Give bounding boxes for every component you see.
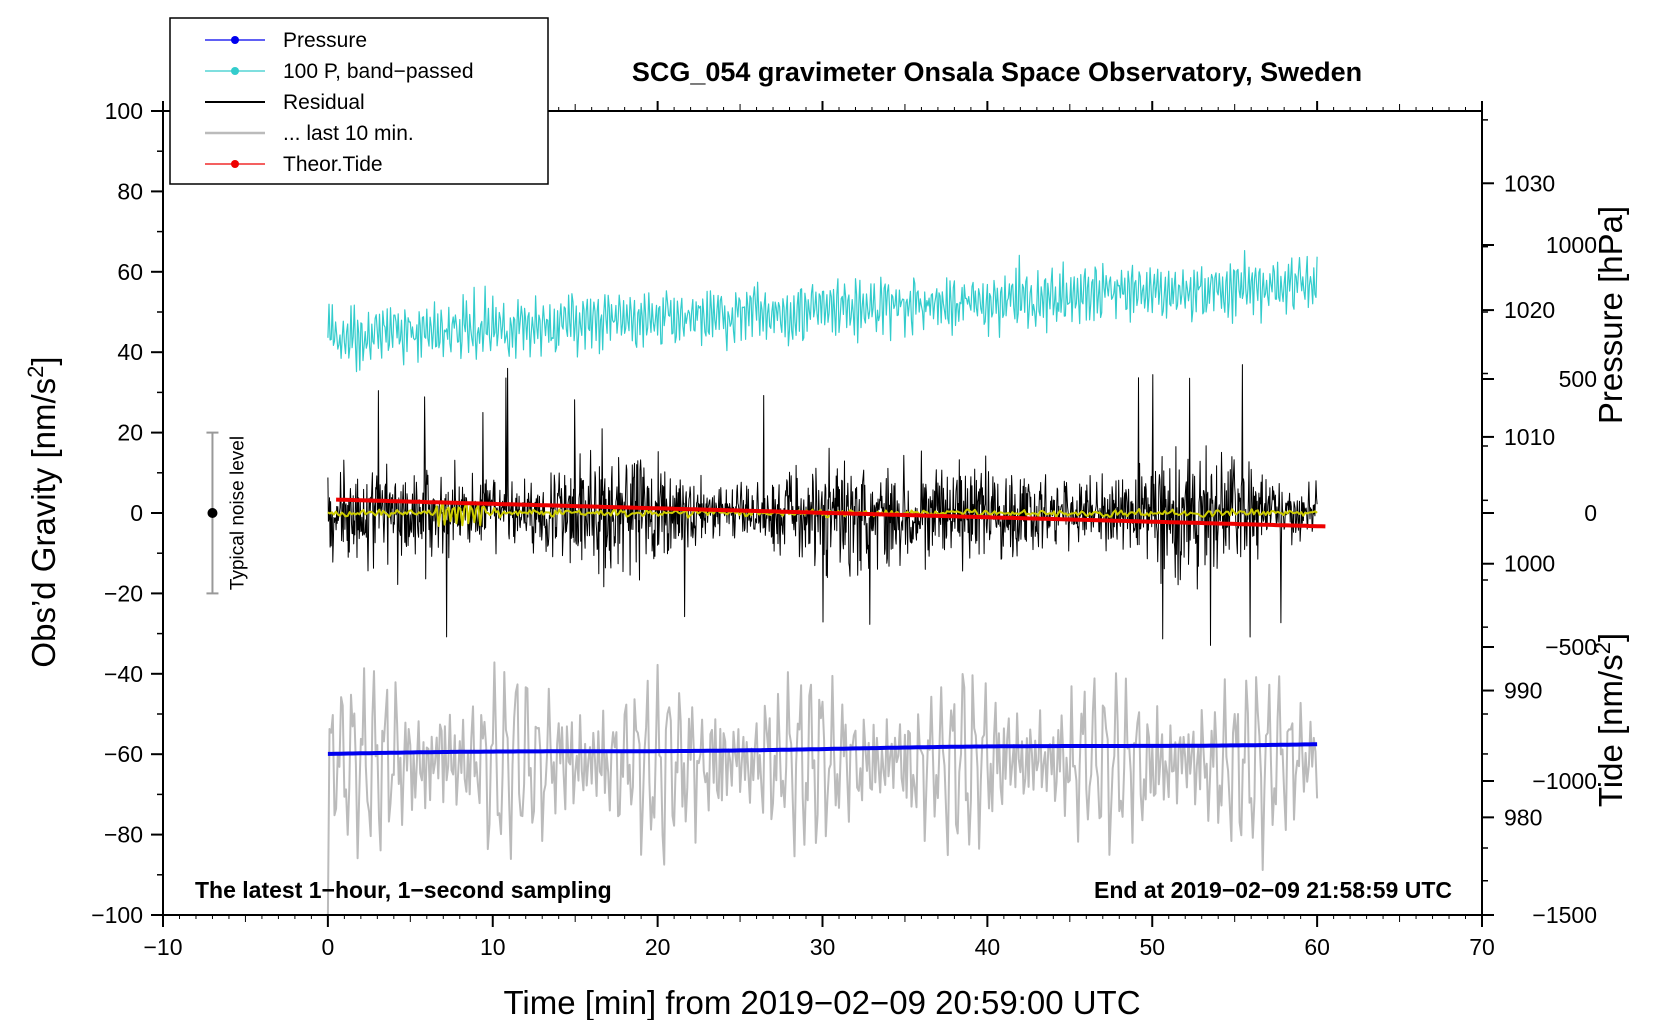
legend-label: 100 P, band−passed (283, 60, 474, 83)
legend-item: 100 P, band−passed (205, 60, 474, 83)
pressure-tick-label: 990 (1504, 678, 1542, 704)
pressure-tick-label: 1020 (1504, 297, 1555, 323)
x-tick-label: 20 (645, 934, 671, 960)
legend-items: Pressure 100 P, band−passed Residual ... la… (205, 29, 474, 176)
annotation-end-time: End at 2019−02−09 21:58:59 UTC (1094, 877, 1452, 903)
tide-tick-label: −1000 (1532, 768, 1597, 794)
pressure-tick-label: 980 (1504, 804, 1542, 830)
y-axis-label-left: Obs’d Gravity [nm/s2] (23, 356, 62, 667)
tide-axis-label: Tide [nm/s2] (1590, 633, 1629, 807)
legend-label: Theor.Tide (283, 153, 383, 176)
x-tick-label: 0 (321, 934, 334, 960)
y-tick-label: −100 (91, 902, 143, 928)
y-tick-label: 20 (117, 420, 143, 446)
x-tick-label: 60 (1304, 934, 1330, 960)
legend-item: ... last 10 min. (205, 122, 414, 145)
legend-swatch-marker (231, 36, 239, 44)
pressure-axis-label: Pressure [hPa] (1592, 206, 1629, 424)
legend-label: Pressure (283, 29, 367, 52)
series-theoretical-tide (336, 497, 1326, 529)
tide-axis-label-close: ] (1592, 633, 1629, 642)
y-tick-label: 60 (117, 259, 143, 285)
legend-swatch-marker (231, 160, 239, 168)
chart-title: SCG_054 gravimeter Onsala Space Observat… (632, 57, 1362, 87)
legend-item: Theor.Tide (205, 153, 383, 176)
series-layer (326, 250, 1326, 916)
pressure-tick-label: 1000 (1504, 551, 1555, 577)
pressure-tick-label: 1010 (1504, 424, 1555, 450)
y-tick-label: −60 (104, 741, 143, 767)
legend-item: Residual (205, 91, 365, 114)
tide-tick-label: 1000 (1546, 232, 1597, 258)
y-tick-label: −80 (104, 822, 143, 848)
y-tick-label: 100 (105, 98, 143, 124)
legend: Pressure 100 P, band−passed Residual ... la… (169, 17, 549, 185)
x-tick-label: 10 (480, 934, 506, 960)
series-pressure (327, 742, 1318, 756)
tide-tick-label: 500 (1559, 366, 1597, 392)
y-axis-label-left-main: Obs’d Gravity [nm/s (25, 378, 62, 668)
noise-dot (207, 508, 218, 518)
y-tick-label: 80 (117, 178, 143, 204)
tide-tick-label: −500 (1545, 634, 1597, 660)
ticks-layer: −10 0 10 20 30 40 50 60 70−100−80−60−40−20020406… (91, 98, 1597, 960)
tide-tick-label: −1500 (1532, 902, 1597, 928)
series-band-passed-pressure (327, 250, 1318, 373)
y-tick-label: 0 (130, 500, 143, 526)
noise-level-indicator: Typical noise level (206, 431, 248, 595)
y-tick-label: −20 (104, 580, 143, 606)
x-tick-label: 30 (810, 934, 836, 960)
y-axis-label-left-close: ] (25, 356, 62, 365)
x-tick-label: 40 (975, 934, 1001, 960)
pressure-tick-label: 1030 (1504, 170, 1555, 196)
legend-item: Pressure (205, 29, 367, 52)
tide-axis-label-main: Tide [nm/s (1592, 654, 1629, 807)
tide-tick-label: 0 (1584, 500, 1597, 526)
x-axis-label: Time [min] from 2019−02−09 20:59:00 UTC (503, 984, 1140, 1020)
legend-label: Residual (283, 91, 365, 114)
noise-label: Typical noise level (227, 436, 248, 590)
series-smoothed-residual (327, 500, 1318, 527)
x-tick-label: 70 (1469, 934, 1495, 960)
legend-swatch-marker (231, 67, 239, 75)
tide-axis-label-sup: 2 (1590, 642, 1615, 654)
y-axis-label-left-sup: 2 (23, 366, 48, 378)
x-tick-label: 50 (1139, 934, 1165, 960)
y-tick-label: 40 (117, 339, 143, 365)
legend-label: ... last 10 min. (283, 122, 414, 145)
annotation-sampling: The latest 1−hour, 1−second sampling (195, 877, 612, 903)
x-tick-label: −10 (143, 934, 182, 960)
y-tick-label: −40 (104, 661, 143, 687)
